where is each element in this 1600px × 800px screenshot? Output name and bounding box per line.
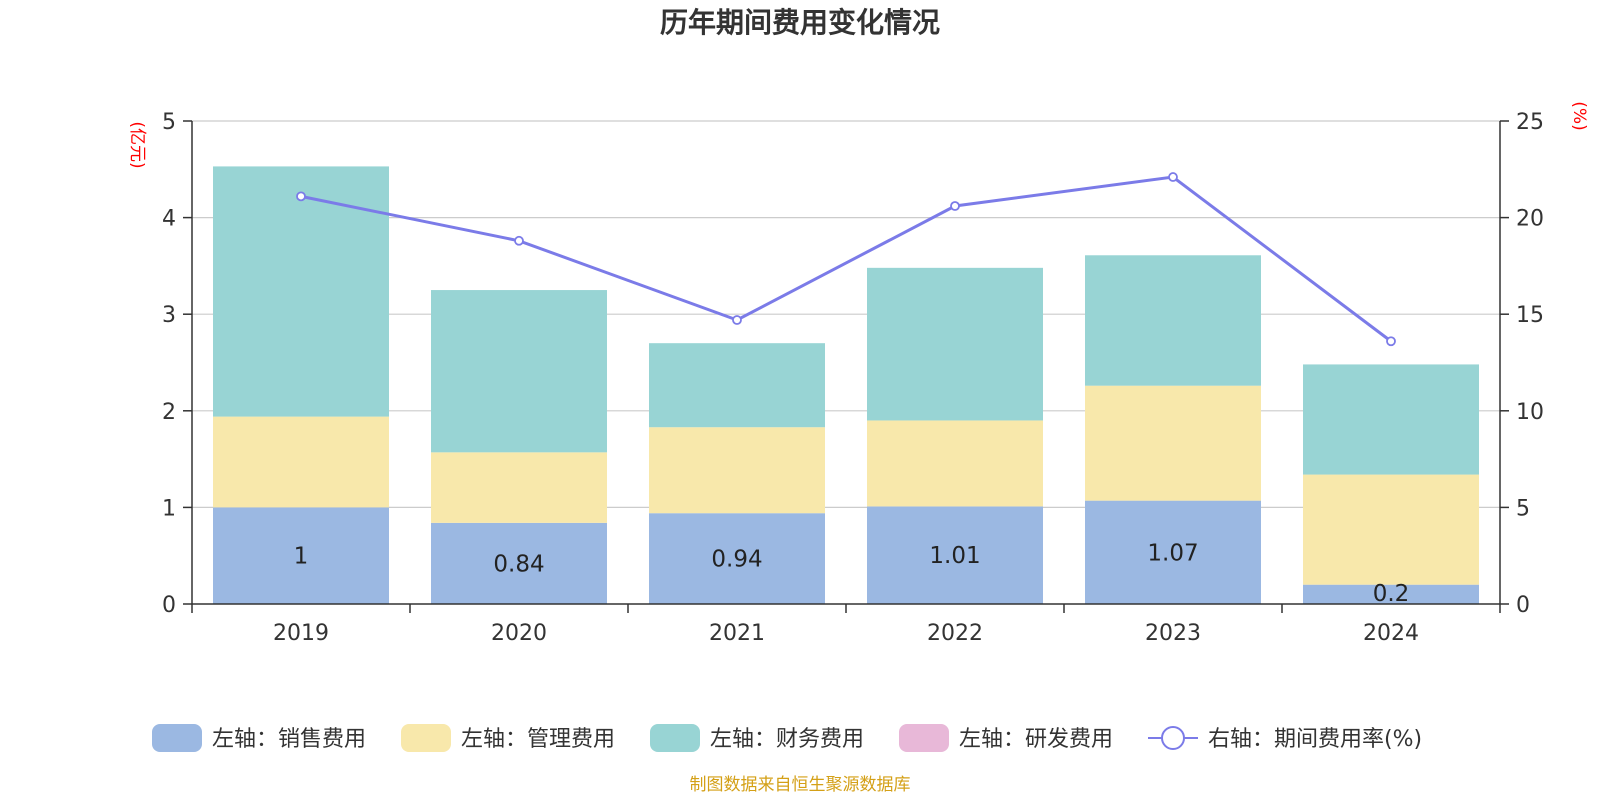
bar-segment <box>649 513 825 604</box>
bar-segment <box>867 267 1043 421</box>
bar-segment <box>867 420 1043 507</box>
bar-segment <box>1085 500 1261 604</box>
source-note: 制图数据来自恒生聚源数据库 <box>690 775 911 795</box>
bar-value-label: 1 <box>294 544 309 570</box>
right-tick-label: 20 <box>1516 207 1544 232</box>
bar-segment <box>1303 474 1479 585</box>
legend-swatch <box>152 724 202 752</box>
legend-label: 左轴：研发费用 <box>959 727 1113 752</box>
right-tick-label: 0 <box>1516 593 1530 618</box>
legend-swatch <box>899 724 949 752</box>
bar-segment <box>213 507 389 604</box>
legend-label: 右轴：期间费用率(%) <box>1208 727 1422 752</box>
bar-segment <box>867 506 1043 604</box>
x-tick-label: 2020 <box>491 621 547 646</box>
legend-label: 左轴：管理费用 <box>461 727 615 752</box>
rate-point <box>514 235 524 246</box>
legend-swatch <box>401 724 451 752</box>
bar-value-label: 0.84 <box>493 551 544 577</box>
bar-segment <box>649 427 825 514</box>
x-tick-label: 2022 <box>927 621 983 646</box>
legend-label: 左轴：销售费用 <box>212 727 366 752</box>
bar-value-label: 0.2 <box>1373 581 1410 607</box>
x-tick-label: 2019 <box>273 621 329 646</box>
bar-value-label: 0.94 <box>711 547 762 573</box>
bar-segment <box>213 416 389 508</box>
bar-segment <box>213 166 389 417</box>
bar-segment <box>431 290 607 453</box>
legend-label: 左轴：财务费用 <box>710 727 864 752</box>
x-tick-label: 2023 <box>1145 621 1201 646</box>
rate-line-series <box>296 172 1396 347</box>
left-axis-unit: (亿元) <box>127 121 147 168</box>
right-tick-label: 15 <box>1516 303 1544 328</box>
x-tick-label: 2024 <box>1363 621 1419 646</box>
rate-point <box>1386 336 1396 347</box>
bar-segment <box>431 452 607 523</box>
bar-segment <box>1303 364 1479 475</box>
left-tick-label: 4 <box>162 207 176 232</box>
legend-marker <box>1161 726 1185 750</box>
bar-segment <box>1303 584 1479 604</box>
rate-line <box>300 175 1392 343</box>
left-tick-label: 2 <box>162 400 176 425</box>
x-tick-label: 2021 <box>709 621 765 646</box>
left-tick-label: 0 <box>162 593 176 618</box>
left-tick-label: 1 <box>162 496 176 521</box>
rate-point <box>950 201 960 211</box>
bar-segment <box>1085 385 1261 501</box>
bar-segment <box>1085 255 1261 386</box>
right-tick-label: 10 <box>1516 400 1544 425</box>
rate-point <box>732 315 742 325</box>
right-tick-label: 5 <box>1516 496 1530 521</box>
bar-series: 1 0.84 0.94 1.01 1.07 0.2 <box>213 166 1479 607</box>
left-tick-label: 5 <box>162 110 176 135</box>
rate-point <box>296 191 306 202</box>
bar-value-label: 1.01 <box>929 543 980 569</box>
rate-point <box>1168 172 1178 182</box>
right-tick-label: 25 <box>1516 110 1544 135</box>
bar-segment <box>649 343 825 428</box>
left-tick-label: 3 <box>162 303 176 328</box>
legend: 左轴：销售费用 左轴：管理费用 左轴：财务费用 左轴：研发费用 右轴：期间费用率(%) <box>152 724 1422 752</box>
bar-value-label: 1.07 <box>1147 540 1198 566</box>
chart-title: 历年期间费用变化情况 <box>660 6 940 39</box>
legend-swatch <box>650 724 700 752</box>
right-axis-unit: (%) <box>1569 101 1589 130</box>
axes: 0 1 2 3 4 5 0 5 10 15 20 25 2019 2020 2021 2022 2023 2024 <box>162 110 1544 646</box>
bar-segment <box>431 522 607 604</box>
